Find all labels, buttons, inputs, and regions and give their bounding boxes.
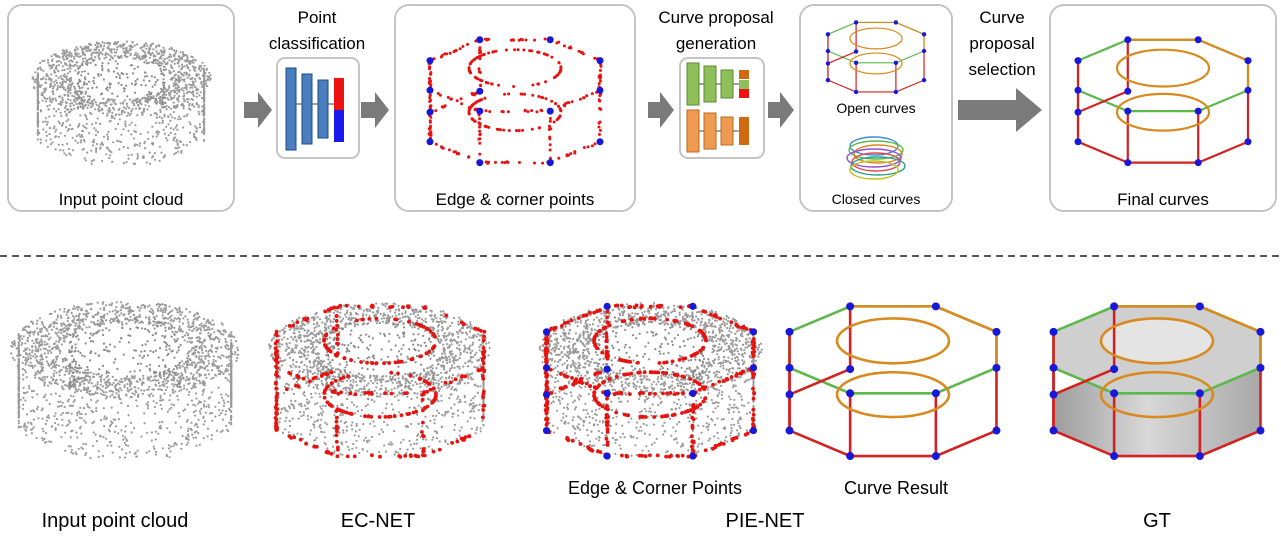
label-classification-2: classification <box>269 34 365 53</box>
pipeline-row: Input point cloud Point classification E… <box>7 4 1277 212</box>
caption-edge-corner: Edge & corner points <box>436 190 595 209</box>
label-classification-1: Point <box>298 8 337 27</box>
label-proposal-1: Curve proposal <box>658 8 773 27</box>
arrow-4 <box>768 92 794 128</box>
arrow-3 <box>648 92 674 128</box>
panel-proposals <box>799 4 953 212</box>
ground-truth <box>1049 302 1265 461</box>
pienet-edge-corner-points <box>538 301 763 460</box>
comparison-input-point-cloud <box>10 301 240 460</box>
caption-curve-result: Curve Result <box>844 478 948 498</box>
panel-edge-corner <box>394 4 636 212</box>
label-selection-2: proposal <box>969 34 1034 53</box>
closed-curves-drawing <box>846 136 906 180</box>
final-curves-drawing <box>1074 36 1252 167</box>
caption-final-curves: Final curves <box>1117 190 1209 209</box>
caption-edge-corner-points: Edge & Corner Points <box>568 478 742 498</box>
caption-open-curves: Open curves <box>836 100 915 116</box>
label-selection-3: selection <box>968 60 1035 79</box>
panel-final <box>1049 4 1277 212</box>
caption-comparison-input: Input point cloud <box>42 510 189 532</box>
caption-pienet: PIE-NET <box>726 510 805 532</box>
ecnet-result <box>268 302 491 459</box>
arrow-2 <box>361 92 389 128</box>
caption-ecnet: EC-NET <box>341 510 415 532</box>
caption-closed-curves: Closed curves <box>832 191 921 207</box>
comparison-row: Edge & Corner Points Curve Result Input … <box>10 301 1265 532</box>
arrow-1 <box>244 92 272 128</box>
panel-input <box>7 4 235 212</box>
input-point-cloud <box>31 40 212 165</box>
edge-corner-points <box>426 36 604 167</box>
classifier-network-icon <box>285 67 344 151</box>
proposal-network-icon <box>686 62 749 153</box>
open-curves-drawing <box>825 20 927 95</box>
pienet-curve-result <box>785 302 1001 461</box>
caption-input: Input point cloud <box>59 190 184 209</box>
label-selection-1: Curve <box>979 8 1024 27</box>
arrow-5 <box>958 88 1042 132</box>
label-proposal-2: generation <box>676 34 756 53</box>
caption-gt: GT <box>1143 510 1171 532</box>
